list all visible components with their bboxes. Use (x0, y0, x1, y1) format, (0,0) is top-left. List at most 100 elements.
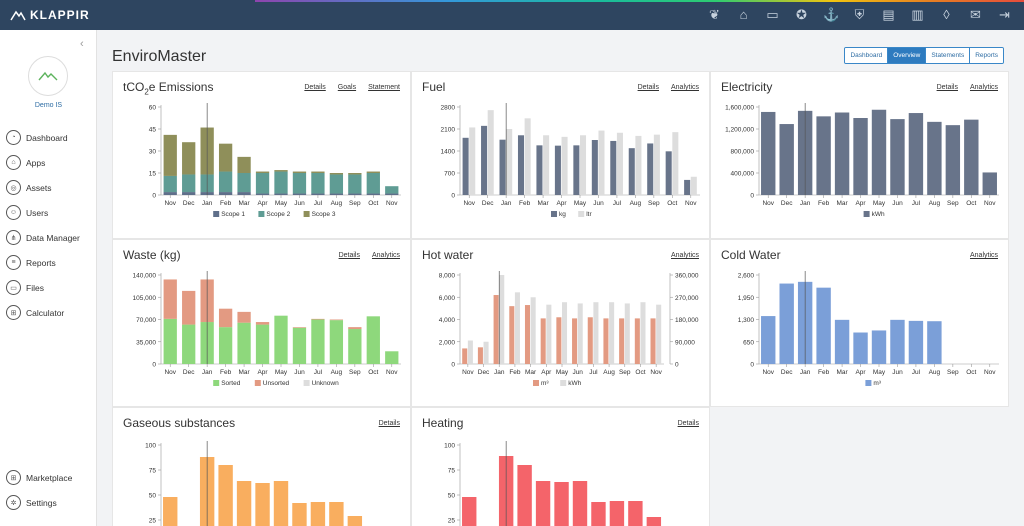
bar-value[interactable] (628, 501, 643, 526)
bar-value[interactable] (890, 119, 905, 195)
bar-value[interactable] (816, 116, 831, 195)
bar-scope-3[interactable] (163, 134, 177, 176)
bar-m[interactable] (587, 317, 593, 364)
sidebar-item-marketplace[interactable]: ⊞ Marketplace (6, 465, 72, 490)
bar-value[interactable] (646, 517, 662, 526)
bar-sorted[interactable] (255, 324, 270, 364)
bar-scope-1[interactable] (329, 193, 344, 195)
bar-scope-1[interactable] (163, 192, 177, 195)
legend-label[interactable]: Scope 3 (312, 211, 336, 218)
bar-value[interactable] (779, 124, 794, 195)
legend-label[interactable]: ltr (586, 211, 592, 218)
legend-label[interactable]: m³ (873, 380, 881, 387)
bar-scope-1[interactable] (385, 193, 399, 195)
bar-value[interactable] (236, 481, 252, 526)
bar-m[interactable] (540, 318, 546, 364)
bar-value[interactable] (964, 119, 979, 195)
mail-icon[interactable]: ✉ (970, 7, 981, 22)
bar-kwh[interactable] (593, 302, 599, 364)
bar-value[interactable] (591, 502, 606, 526)
bar-unsorted[interactable] (292, 327, 307, 328)
bar-kg[interactable] (610, 140, 617, 195)
details-link[interactable]: Details (936, 84, 958, 91)
bar-m[interactable] (477, 347, 483, 364)
bar-kwh[interactable] (483, 341, 489, 364)
bar-m[interactable] (493, 295, 499, 364)
bar-m[interactable] (524, 305, 531, 364)
bar-kg[interactable] (684, 179, 691, 195)
logout-icon[interactable]: ⇥ (999, 7, 1010, 22)
analytics-link[interactable]: Analytics (969, 252, 998, 259)
bar-ltr[interactable] (635, 135, 642, 195)
bar-scope-1[interactable] (292, 193, 307, 195)
leaf-icon[interactable]: ❦ (709, 7, 720, 22)
medal-icon[interactable]: ✪ (796, 7, 807, 22)
bar-ltr[interactable] (580, 135, 587, 195)
bar-kg[interactable] (481, 125, 488, 195)
bar-kg[interactable] (517, 135, 525, 195)
bar-scope-2[interactable] (182, 174, 196, 193)
bar-m[interactable] (572, 318, 578, 364)
bar-m[interactable] (509, 306, 515, 364)
bar-unsorted[interactable] (218, 308, 233, 328)
details-link[interactable]: Details (677, 420, 699, 427)
bar-m[interactable] (619, 318, 625, 364)
bar-scope-1[interactable] (366, 193, 380, 195)
legend-label[interactable]: kWh (872, 211, 885, 218)
bar-value[interactable] (273, 481, 289, 526)
bar-value[interactable] (163, 497, 178, 526)
bar-sorted[interactable] (348, 329, 362, 364)
bar-scope-1[interactable] (237, 192, 251, 195)
bar-scope-3[interactable] (274, 170, 288, 172)
bar-unsorted[interactable] (163, 279, 177, 319)
bar-kwh[interactable] (562, 302, 568, 364)
bar-m[interactable] (462, 348, 468, 364)
bar-unsorted[interactable] (311, 318, 325, 320)
sidebar-item-files[interactable]: ▭ Files (6, 275, 80, 300)
bar-sorted[interactable] (274, 315, 288, 364)
bar-sorted[interactable] (329, 320, 344, 364)
collapse-chevron-icon[interactable]: ‹ (80, 38, 84, 50)
tab-statements[interactable]: Statements (926, 48, 971, 63)
bar-kg[interactable] (462, 137, 469, 195)
bar-value[interactable] (853, 118, 868, 195)
bar-value[interactable] (834, 112, 850, 196)
bar-ltr[interactable] (672, 132, 679, 195)
app-logo[interactable]: KLAPPIR (10, 8, 90, 22)
bar-kwh[interactable] (546, 304, 552, 364)
book-icon[interactable]: ▥ (911, 7, 924, 22)
bar-kwh[interactable] (499, 275, 505, 364)
bar-scope-1[interactable] (348, 193, 362, 195)
bar-ltr[interactable] (524, 118, 531, 195)
bar-kwh[interactable] (514, 292, 520, 364)
bar-scope-3[interactable] (255, 171, 270, 173)
legend-label[interactable]: Unknown (312, 380, 339, 387)
bar-value[interactable] (255, 483, 270, 526)
bar-scope-2[interactable] (163, 175, 177, 193)
bar-scope-2[interactable] (218, 171, 233, 193)
bar-m[interactable] (650, 318, 656, 364)
bar-value[interactable] (218, 465, 233, 526)
legend-label[interactable]: Scope 2 (266, 211, 290, 218)
bar-value[interactable] (871, 330, 887, 364)
bar-unsorted[interactable] (329, 319, 344, 321)
bar-kwh[interactable] (530, 297, 536, 364)
bar-value[interactable] (890, 319, 905, 364)
bar-sorted[interactable] (366, 316, 380, 364)
bar-ltr[interactable] (487, 110, 494, 195)
tab-dashboard[interactable]: Dashboard (845, 48, 889, 63)
bar-scope-2[interactable] (255, 173, 270, 194)
legend-label[interactable]: Unsorted (263, 380, 290, 387)
details-link[interactable]: Details (378, 420, 400, 427)
bar-sorted[interactable] (311, 319, 325, 365)
bar-value[interactable] (761, 111, 776, 195)
bar-scope-3[interactable] (218, 143, 233, 172)
bar-scope-2[interactable] (385, 186, 399, 194)
bar-value[interactable] (927, 121, 942, 195)
org-name[interactable]: Demo IS (34, 102, 63, 109)
bar-value[interactable] (853, 332, 868, 364)
bank-icon[interactable]: ⌂ (739, 7, 748, 22)
bar-value[interactable] (554, 482, 569, 526)
bar-unsorted[interactable] (255, 322, 270, 325)
bar-value[interactable] (871, 109, 887, 195)
